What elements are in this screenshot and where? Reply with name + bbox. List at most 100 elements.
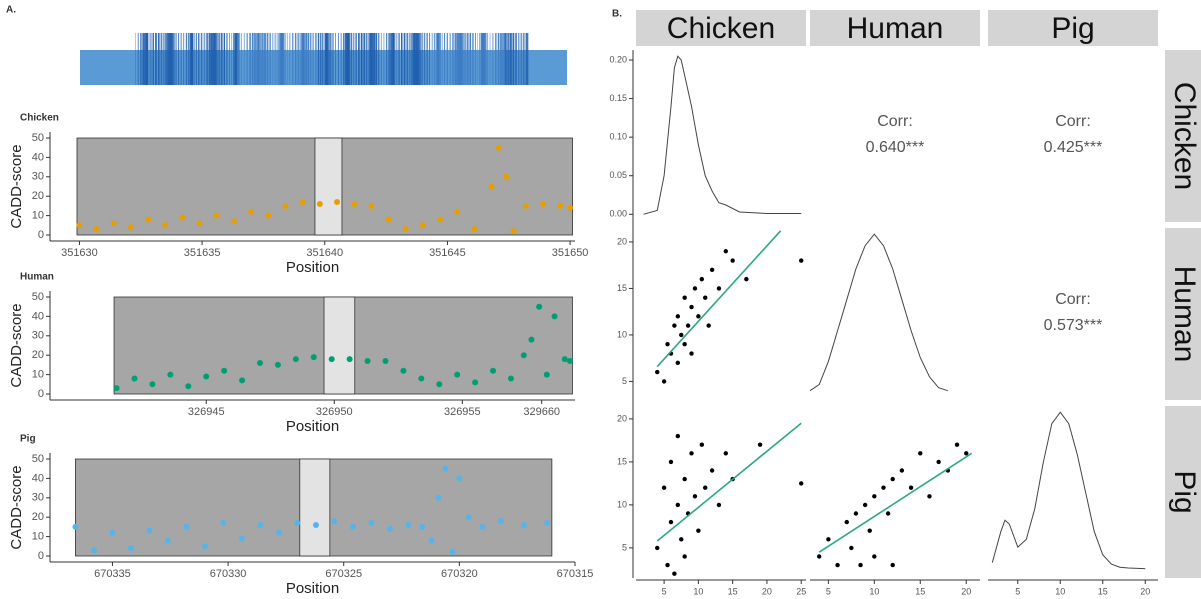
gene-stripe bbox=[142, 33, 144, 85]
gene-stripe bbox=[183, 33, 185, 85]
gene-stripe bbox=[348, 33, 350, 85]
scatter-point bbox=[730, 258, 735, 263]
strip bbox=[636, 10, 806, 46]
data-point bbox=[179, 214, 186, 221]
gene-stripe bbox=[497, 33, 500, 85]
gene-stripe bbox=[452, 33, 454, 85]
x-tick-label: 20 bbox=[1140, 586, 1150, 596]
data-point bbox=[76, 222, 83, 229]
gene-stripe bbox=[365, 33, 368, 85]
gene-stripe bbox=[243, 33, 245, 85]
scatter-point bbox=[927, 494, 932, 499]
gene-stripe bbox=[501, 33, 504, 85]
gene-stripe bbox=[206, 33, 209, 85]
gene-stripe bbox=[342, 33, 345, 85]
gene-stripe bbox=[469, 33, 472, 85]
scatter-point bbox=[655, 369, 660, 375]
gene-stripe bbox=[195, 33, 197, 85]
x-tick-label: 10 bbox=[869, 586, 879, 596]
gene-stripe bbox=[352, 33, 355, 85]
gene-stripe bbox=[438, 33, 441, 85]
scatter-point bbox=[699, 442, 705, 447]
gene-stripe bbox=[421, 33, 423, 85]
gene-stripe bbox=[373, 33, 376, 85]
data-point bbox=[203, 373, 210, 380]
data-point bbox=[310, 354, 317, 361]
gene-stripe bbox=[388, 33, 390, 85]
gene-stripe bbox=[259, 33, 261, 85]
x-axis-title: Position bbox=[286, 580, 339, 597]
column-strip-label: Chicken bbox=[667, 12, 775, 45]
gene-stripe bbox=[140, 33, 142, 85]
scatter-point bbox=[682, 342, 687, 347]
highlight-region bbox=[314, 137, 343, 236]
gene-stripe bbox=[304, 33, 306, 85]
y-tick-label: 5 bbox=[622, 542, 627, 552]
scatter-point bbox=[881, 485, 886, 490]
data-point bbox=[479, 523, 486, 530]
x-tick-label: 326955 bbox=[444, 406, 481, 418]
track-title: Chicken bbox=[20, 113, 59, 124]
scatter-point bbox=[668, 519, 674, 525]
data-point bbox=[72, 523, 79, 530]
gene-stripe bbox=[239, 33, 241, 85]
gene-stripe bbox=[165, 33, 167, 85]
gene-stripe bbox=[485, 33, 487, 85]
data-point bbox=[183, 523, 190, 530]
data-point bbox=[164, 537, 171, 544]
data-point bbox=[127, 224, 134, 231]
gene-stripe bbox=[383, 33, 385, 85]
gene-stripe bbox=[234, 33, 236, 85]
x-tick-label: 10 bbox=[1055, 586, 1065, 596]
scatter-point bbox=[672, 571, 677, 576]
data-point bbox=[328, 356, 335, 363]
gene-stripe bbox=[173, 33, 175, 85]
gene-stripe bbox=[505, 33, 507, 85]
gene-stripe bbox=[360, 33, 363, 85]
scatter-point bbox=[675, 314, 681, 319]
gene-stripe bbox=[512, 33, 515, 85]
gene-stripe bbox=[510, 33, 512, 85]
data-point bbox=[402, 226, 409, 233]
data-point bbox=[274, 361, 281, 368]
gene-stripe bbox=[258, 33, 259, 85]
data-point bbox=[551, 313, 558, 320]
x-tick-label: 20 bbox=[961, 586, 971, 596]
data-point bbox=[528, 336, 535, 343]
x-tick-label: 670330 bbox=[210, 568, 247, 580]
scatter-point bbox=[918, 451, 923, 456]
y-tick-label: 0.15 bbox=[609, 93, 627, 103]
y-axis-title: CADD-score bbox=[8, 144, 25, 228]
gene-stripe bbox=[167, 33, 169, 85]
scatter-point bbox=[679, 332, 684, 338]
y-tick-label: 40 bbox=[32, 151, 44, 163]
scatter-point bbox=[872, 554, 877, 559]
x-tick-label: 5 bbox=[826, 586, 831, 596]
gene-stripe bbox=[367, 33, 369, 85]
data-point bbox=[368, 520, 375, 527]
x-tick-label: 670320 bbox=[441, 568, 478, 580]
scatter-point bbox=[689, 451, 694, 456]
scatter-point bbox=[799, 481, 804, 486]
gene-stripe bbox=[477, 33, 479, 85]
gene-stripe bbox=[393, 33, 395, 85]
gene-stripe bbox=[193, 33, 195, 85]
gene-stripe bbox=[492, 33, 494, 85]
gene-stripe bbox=[200, 33, 203, 85]
gene-stripe bbox=[483, 33, 486, 85]
gene-stripe bbox=[417, 33, 420, 85]
scatter-point bbox=[964, 451, 969, 456]
data-point bbox=[257, 521, 264, 528]
data-point bbox=[471, 226, 478, 233]
data-point bbox=[436, 381, 443, 388]
gene-stripe bbox=[479, 33, 481, 85]
gene-stripe bbox=[283, 33, 285, 85]
data-point bbox=[567, 204, 574, 211]
scatter-point bbox=[890, 476, 895, 482]
row-strip-label: Human bbox=[1168, 266, 1201, 363]
corr-title: Corr: bbox=[1055, 291, 1091, 308]
gene-stripe bbox=[440, 33, 441, 85]
data-point bbox=[488, 183, 495, 190]
data-point bbox=[221, 367, 228, 374]
gene-stripe bbox=[324, 33, 326, 85]
